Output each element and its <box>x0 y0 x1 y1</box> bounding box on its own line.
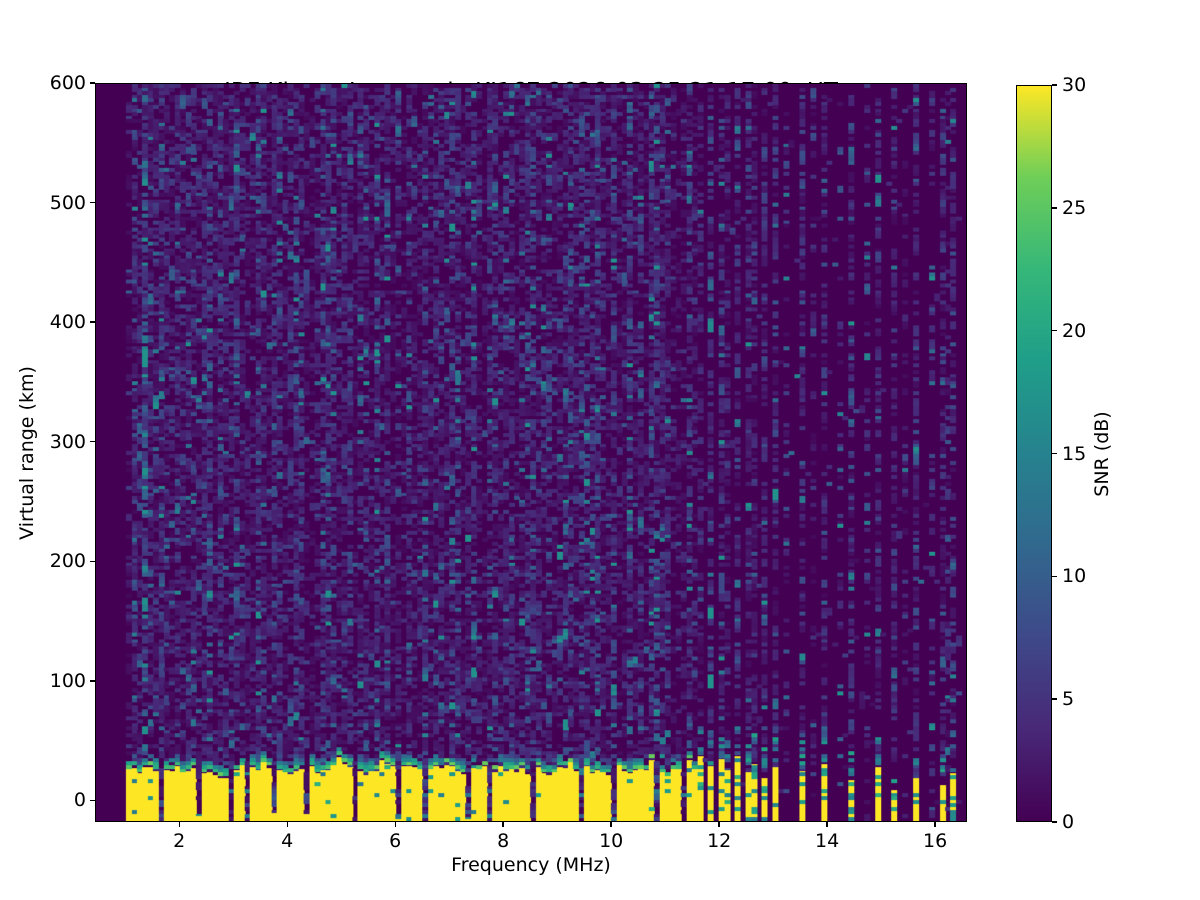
y-tick-label: 600 <box>49 72 86 94</box>
colorbar-label: SNR (dB) <box>1091 411 1113 497</box>
y-tick-mark <box>90 321 95 323</box>
y-tick-mark <box>90 799 95 802</box>
colorbar-tick-mark <box>1052 84 1057 86</box>
y-tick-label: 400 <box>49 311 86 334</box>
x-axis-label: Frequency (MHz) <box>451 854 611 876</box>
y-tick-mark <box>90 82 95 84</box>
colorbar-tick-mark <box>1052 698 1057 700</box>
y-tick-label: 100 <box>49 669 86 692</box>
colorbar <box>1016 85 1052 822</box>
x-tick-label: 12 <box>707 830 732 852</box>
y-tick-label: 0 <box>73 789 86 812</box>
y-tick-label: 200 <box>49 550 86 573</box>
y-tick-label: 300 <box>49 430 86 453</box>
colorbar-tick-mark <box>1052 329 1057 332</box>
y-tick-mark <box>90 441 95 443</box>
colorbar-tick-label: 25 <box>1062 196 1087 219</box>
y-tick-mark <box>90 201 95 204</box>
x-tick-label: 16 <box>923 830 948 852</box>
x-tick-label: 8 <box>497 830 510 852</box>
colorbar-tick-label: 5 <box>1062 688 1075 711</box>
colorbar-tick-label: 30 <box>1062 74 1087 96</box>
ionogram-canvas <box>96 84 966 821</box>
colorbar-tick-label: 20 <box>1062 319 1087 342</box>
colorbar-tick-mark <box>1052 452 1057 455</box>
x-tick-mark <box>610 822 612 827</box>
x-tick-mark <box>286 822 288 827</box>
colorbar-tick-mark <box>1052 207 1057 209</box>
y-tick-label: 500 <box>49 191 86 214</box>
x-tick-mark <box>718 822 720 827</box>
x-tick-label: 6 <box>389 830 402 852</box>
y-tick-mark <box>90 680 95 682</box>
colorbar-tick-label: 15 <box>1062 442 1087 465</box>
plot-area <box>95 83 967 822</box>
x-tick-mark <box>394 822 396 827</box>
colorbar-tick-label: 0 <box>1062 811 1075 833</box>
x-tick-label: 10 <box>599 830 624 852</box>
y-tick-mark <box>90 560 95 562</box>
colorbar-gradient <box>1017 86 1051 821</box>
x-tick-mark <box>934 822 936 827</box>
x-tick-label: 4 <box>281 830 294 852</box>
colorbar-tick-mark <box>1052 821 1057 823</box>
colorbar-tick-mark <box>1052 575 1057 578</box>
x-tick-label: 14 <box>815 830 840 852</box>
x-tick-mark <box>178 822 180 827</box>
x-tick-mark <box>826 822 828 827</box>
x-tick-label: 2 <box>173 830 186 852</box>
colorbar-tick-label: 10 <box>1062 565 1087 588</box>
y-axis-label: Virtual range (km) <box>16 366 38 540</box>
x-tick-mark <box>502 822 504 827</box>
